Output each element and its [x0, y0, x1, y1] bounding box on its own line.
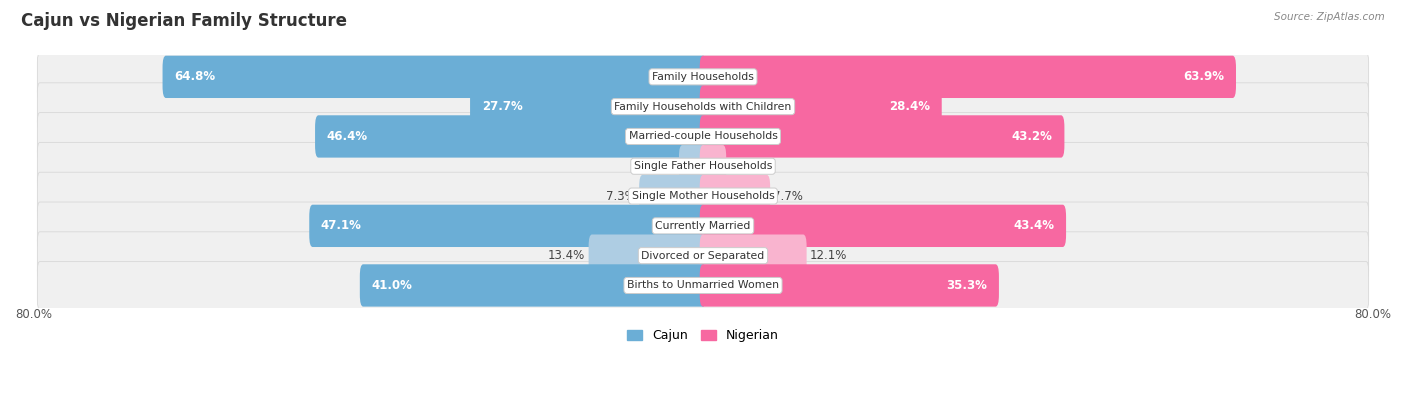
Text: 80.0%: 80.0%	[15, 308, 52, 321]
Text: 43.2%: 43.2%	[1012, 130, 1053, 143]
FancyBboxPatch shape	[700, 145, 727, 187]
FancyBboxPatch shape	[38, 53, 1368, 101]
Text: 63.9%: 63.9%	[1184, 70, 1225, 83]
Text: Family Households: Family Households	[652, 72, 754, 82]
Text: 27.7%: 27.7%	[482, 100, 523, 113]
FancyBboxPatch shape	[360, 264, 706, 307]
FancyBboxPatch shape	[38, 83, 1368, 130]
Text: 2.4%: 2.4%	[730, 160, 759, 173]
Text: 13.4%: 13.4%	[548, 249, 585, 262]
FancyBboxPatch shape	[679, 145, 706, 187]
Text: 28.4%: 28.4%	[889, 100, 931, 113]
FancyBboxPatch shape	[38, 143, 1368, 190]
Text: Single Father Households: Single Father Households	[634, 161, 772, 171]
Text: Married-couple Households: Married-couple Households	[628, 132, 778, 141]
FancyBboxPatch shape	[38, 232, 1368, 280]
FancyBboxPatch shape	[700, 85, 942, 128]
Text: 47.1%: 47.1%	[321, 219, 361, 232]
FancyBboxPatch shape	[38, 202, 1368, 250]
FancyBboxPatch shape	[38, 172, 1368, 220]
Text: Divorced or Separated: Divorced or Separated	[641, 251, 765, 261]
Text: Single Mother Households: Single Mother Households	[631, 191, 775, 201]
Text: Births to Unmarried Women: Births to Unmarried Women	[627, 280, 779, 290]
FancyBboxPatch shape	[315, 115, 706, 158]
Text: Source: ZipAtlas.com: Source: ZipAtlas.com	[1274, 12, 1385, 22]
Text: 41.0%: 41.0%	[371, 279, 412, 292]
FancyBboxPatch shape	[470, 85, 706, 128]
FancyBboxPatch shape	[589, 235, 706, 277]
Text: 80.0%: 80.0%	[1354, 308, 1391, 321]
FancyBboxPatch shape	[700, 115, 1064, 158]
FancyBboxPatch shape	[700, 264, 998, 307]
Text: 43.4%: 43.4%	[1014, 219, 1054, 232]
Legend: Cajun, Nigerian: Cajun, Nigerian	[623, 324, 783, 347]
Text: Cajun vs Nigerian Family Structure: Cajun vs Nigerian Family Structure	[21, 12, 347, 30]
FancyBboxPatch shape	[700, 205, 1066, 247]
Text: 7.7%: 7.7%	[773, 190, 803, 203]
Text: Family Households with Children: Family Households with Children	[614, 102, 792, 112]
FancyBboxPatch shape	[38, 261, 1368, 309]
Text: 2.5%: 2.5%	[645, 160, 676, 173]
Text: 64.8%: 64.8%	[174, 70, 215, 83]
FancyBboxPatch shape	[700, 175, 770, 217]
FancyBboxPatch shape	[163, 56, 706, 98]
FancyBboxPatch shape	[640, 175, 706, 217]
FancyBboxPatch shape	[700, 56, 1236, 98]
FancyBboxPatch shape	[309, 205, 706, 247]
Text: 46.4%: 46.4%	[326, 130, 368, 143]
Text: Currently Married: Currently Married	[655, 221, 751, 231]
Text: 12.1%: 12.1%	[810, 249, 848, 262]
Text: 7.3%: 7.3%	[606, 190, 636, 203]
Text: 35.3%: 35.3%	[946, 279, 987, 292]
FancyBboxPatch shape	[38, 113, 1368, 160]
FancyBboxPatch shape	[700, 235, 807, 277]
